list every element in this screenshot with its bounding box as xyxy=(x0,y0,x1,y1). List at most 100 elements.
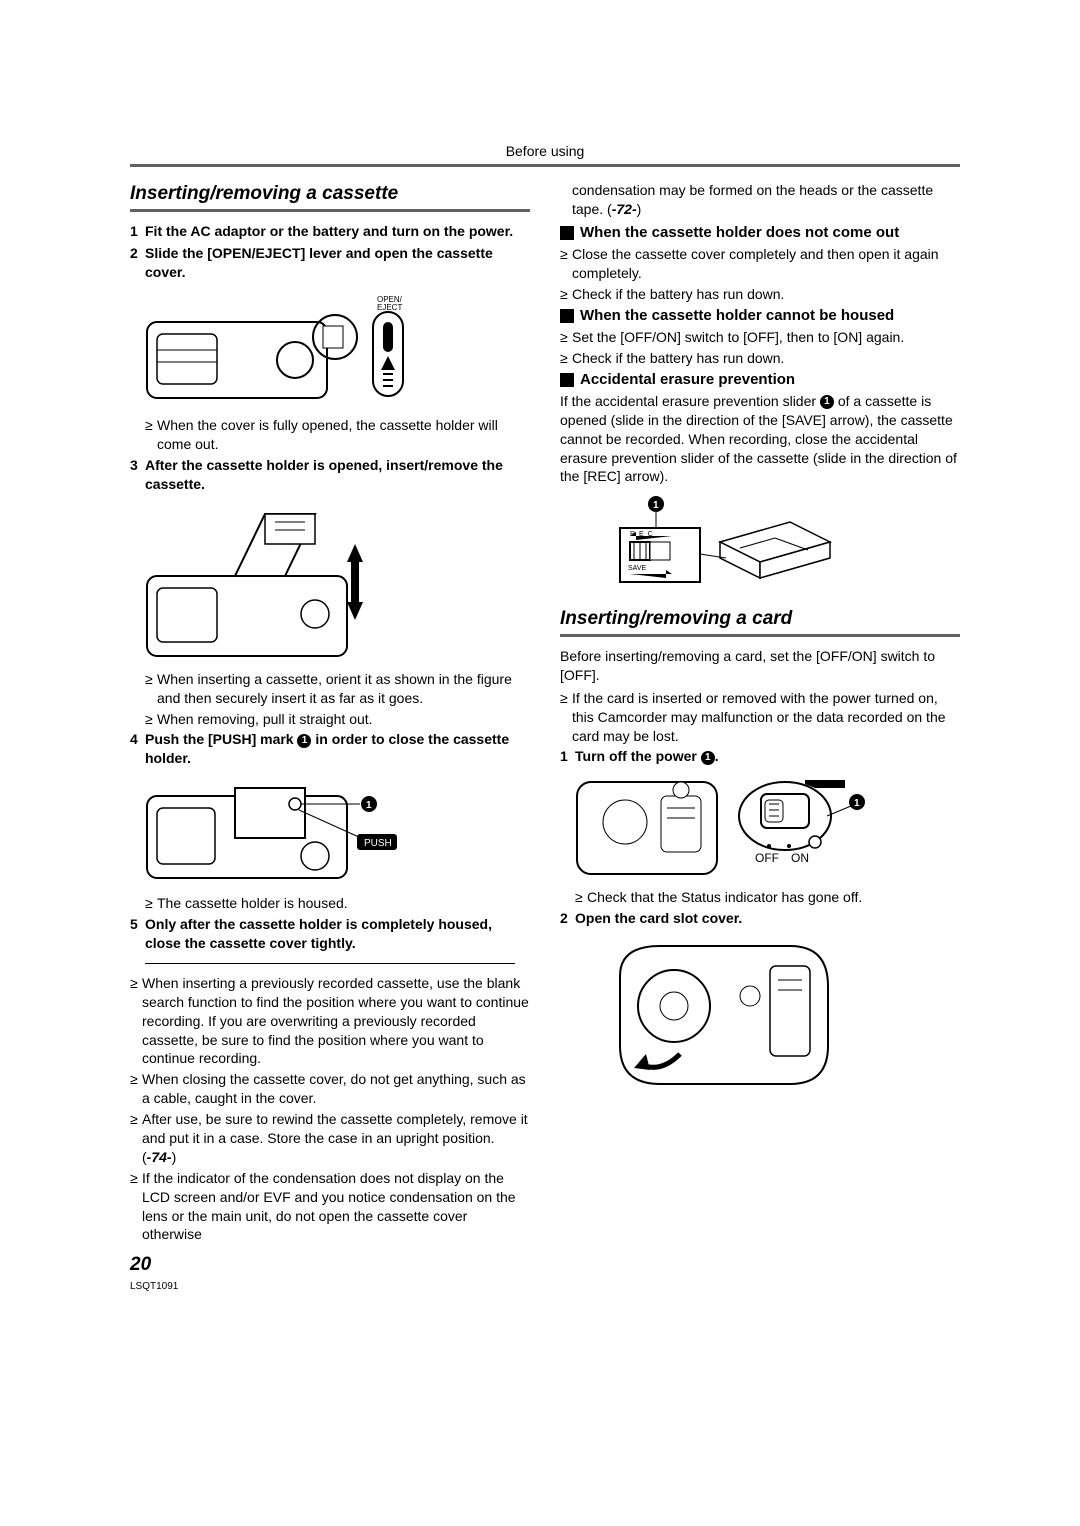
substep: ≥ When removing, pull it straight out. xyxy=(145,710,530,729)
svg-text:1: 1 xyxy=(653,500,659,511)
card-step-2: 2 Open the card slot cover. xyxy=(560,909,960,928)
cond-text-b: ) xyxy=(637,201,642,217)
section-title-cassette: Inserting/removing a cassette xyxy=(130,181,530,207)
bullet-icon: ≥ xyxy=(560,245,572,283)
step-number: 1 xyxy=(560,747,575,766)
subhead-text: When the cassette holder does not come o… xyxy=(580,223,899,243)
note-bullet: ≥ Check if the battery has run down. xyxy=(560,349,960,368)
bullet-icon: ≥ xyxy=(145,416,157,454)
step-text: Only after the cassette holder is comple… xyxy=(145,915,530,953)
step-text-a: Turn off the power xyxy=(575,748,701,764)
off-label: OFF xyxy=(755,851,779,865)
power-switch-svg: OFF ON 1 xyxy=(575,772,875,882)
two-column-layout: Inserting/removing a cassette 1 Fit the … xyxy=(130,181,960,1246)
figure-insert-cassette xyxy=(145,504,530,664)
step-4: 4 Push the [PUSH] mark 1 in order to clo… xyxy=(130,730,530,768)
subhead-erasure-prevention: Accidental erasure prevention xyxy=(560,370,960,390)
step-text-b: . xyxy=(715,748,719,764)
figure-open-eject: OPEN/ EJECT xyxy=(145,292,530,410)
section-rule xyxy=(130,209,530,212)
note-bullet: ≥ Check if the battery has run down. xyxy=(560,285,960,304)
step-5: 5 Only after the cassette holder is comp… xyxy=(130,915,530,953)
bullet-icon: ≥ xyxy=(145,710,157,729)
left-column: Inserting/removing a cassette 1 Fit the … xyxy=(130,181,530,1246)
square-icon xyxy=(560,226,574,240)
substep-text: When inserting a cassette, orient it as … xyxy=(157,670,530,708)
step-text: Open the card slot cover. xyxy=(575,909,742,928)
erasure-text: If the accidental erasure prevention sli… xyxy=(560,392,960,486)
figure-erasure-slider: 1 R E C SAVE xyxy=(600,494,960,594)
bullet-icon: ≥ xyxy=(130,1070,142,1108)
note-bullet: ≥ Close the cassette cover completely an… xyxy=(560,245,960,283)
subhead-text: Accidental erasure prevention xyxy=(580,370,795,390)
step-3: 3 After the cassette holder is opened, i… xyxy=(130,456,530,494)
bullet-icon: ≥ xyxy=(130,974,142,1068)
figure-card-slot xyxy=(610,936,960,1091)
substep: ≥ Check that the Status indicator has go… xyxy=(575,888,960,907)
circled-1-icon: 1 xyxy=(701,751,715,765)
subhead-holder-not-out: When the cassette holder does not come o… xyxy=(560,223,960,243)
step-number: 2 xyxy=(130,244,145,282)
note-text: If the indicator of the condensation doe… xyxy=(142,1169,530,1245)
circled-1-icon: 1 xyxy=(297,734,311,748)
step-text: Push the [PUSH] mark 1 in order to close… xyxy=(145,730,530,768)
right-column: condensation may be formed on the heads … xyxy=(560,181,960,1246)
section-title-card: Inserting/removing a card xyxy=(560,606,960,632)
substep-text: When the cover is fully opened, the cass… xyxy=(157,416,530,454)
step-number: 2 xyxy=(560,909,575,928)
thin-rule xyxy=(145,963,515,964)
note-bullet: ≥ Set the [OFF/ON] switch to [OFF], then… xyxy=(560,328,960,347)
note-bullet: ≥ After use, be sure to rewind the casse… xyxy=(130,1110,530,1167)
note-bullet: ≥ If the card is inserted or removed wit… xyxy=(560,689,960,746)
bullet-icon: ≥ xyxy=(145,670,157,708)
circled-1-icon: 1 xyxy=(820,395,834,409)
bullet-icon: ≥ xyxy=(130,1110,142,1167)
camcorder-open-eject-svg: OPEN/ EJECT xyxy=(145,292,425,410)
note-text: Check if the battery has run down. xyxy=(572,349,784,368)
step-text-a: Push the [PUSH] mark xyxy=(145,731,297,747)
erasure-text-a: If the accidental erasure prevention sli… xyxy=(560,393,820,409)
subhead-text: When the cassette holder cannot be house… xyxy=(580,306,894,326)
step-text: Turn off the power 1. xyxy=(575,747,719,766)
substep: ≥ When the cover is fully opened, the ca… xyxy=(145,416,530,454)
svg-text:R E C: R E C xyxy=(630,531,654,538)
step-1: 1 Fit the AC adaptor or the battery and … xyxy=(130,222,530,241)
note-text: When closing the cassette cover, do not … xyxy=(142,1070,530,1108)
manual-page: Before using Inserting/removing a casset… xyxy=(0,0,1080,1526)
note-text: Check if the battery has run down. xyxy=(572,285,784,304)
figure-power-off: OFF ON 1 xyxy=(575,772,960,882)
note-bullet: ≥ When closing the cassette cover, do no… xyxy=(130,1070,530,1108)
substep-text: When removing, pull it straight out. xyxy=(157,710,373,729)
subhead-holder-not-housed: When the cassette holder cannot be house… xyxy=(560,306,960,326)
note-bullet: ≥ If the indicator of the condensation d… xyxy=(130,1169,530,1245)
substep-text: The cassette holder is housed. xyxy=(157,894,348,913)
note-text: Close the cassette cover completely and … xyxy=(572,245,960,283)
substep: ≥ The cassette holder is housed. xyxy=(145,894,530,913)
bullet-icon: ≥ xyxy=(575,888,587,907)
bullet-icon: ≥ xyxy=(560,328,572,347)
page-ref: -72- xyxy=(612,201,637,217)
step-number: 3 xyxy=(130,456,145,494)
card-intro: Before inserting/removing a card, set th… xyxy=(560,647,960,685)
push-label: PUSH xyxy=(364,838,392,849)
header-rule xyxy=(130,164,960,167)
note-text-a: After use, be sure to rewind the cassett… xyxy=(142,1111,528,1165)
figure-push: 1 PUSH xyxy=(145,778,530,888)
cassette-tab-svg: 1 R E C SAVE xyxy=(600,494,840,594)
page-number: 20 xyxy=(130,1252,960,1278)
header-label: Before using xyxy=(130,142,960,161)
step-number: 5 xyxy=(130,915,145,953)
camcorder-push-svg: 1 PUSH xyxy=(145,778,415,888)
step-text: After the cassette holder is opened, ins… xyxy=(145,456,530,494)
step-number: 1 xyxy=(130,222,145,241)
section-rule xyxy=(560,634,960,637)
step-text: Fit the AC adaptor or the battery and tu… xyxy=(145,222,513,241)
bullet-icon: ≥ xyxy=(130,1169,142,1245)
bullet-icon: ≥ xyxy=(560,689,572,746)
step-2: 2 Slide the [OPEN/EJECT] lever and open … xyxy=(130,244,530,282)
square-icon xyxy=(560,373,574,387)
note-bullet: ≥ When inserting a previously recorded c… xyxy=(130,974,530,1068)
step-number: 4 xyxy=(130,730,145,768)
svg-text:SAVE: SAVE xyxy=(628,565,646,572)
continuation-text: condensation may be formed on the heads … xyxy=(572,181,960,219)
